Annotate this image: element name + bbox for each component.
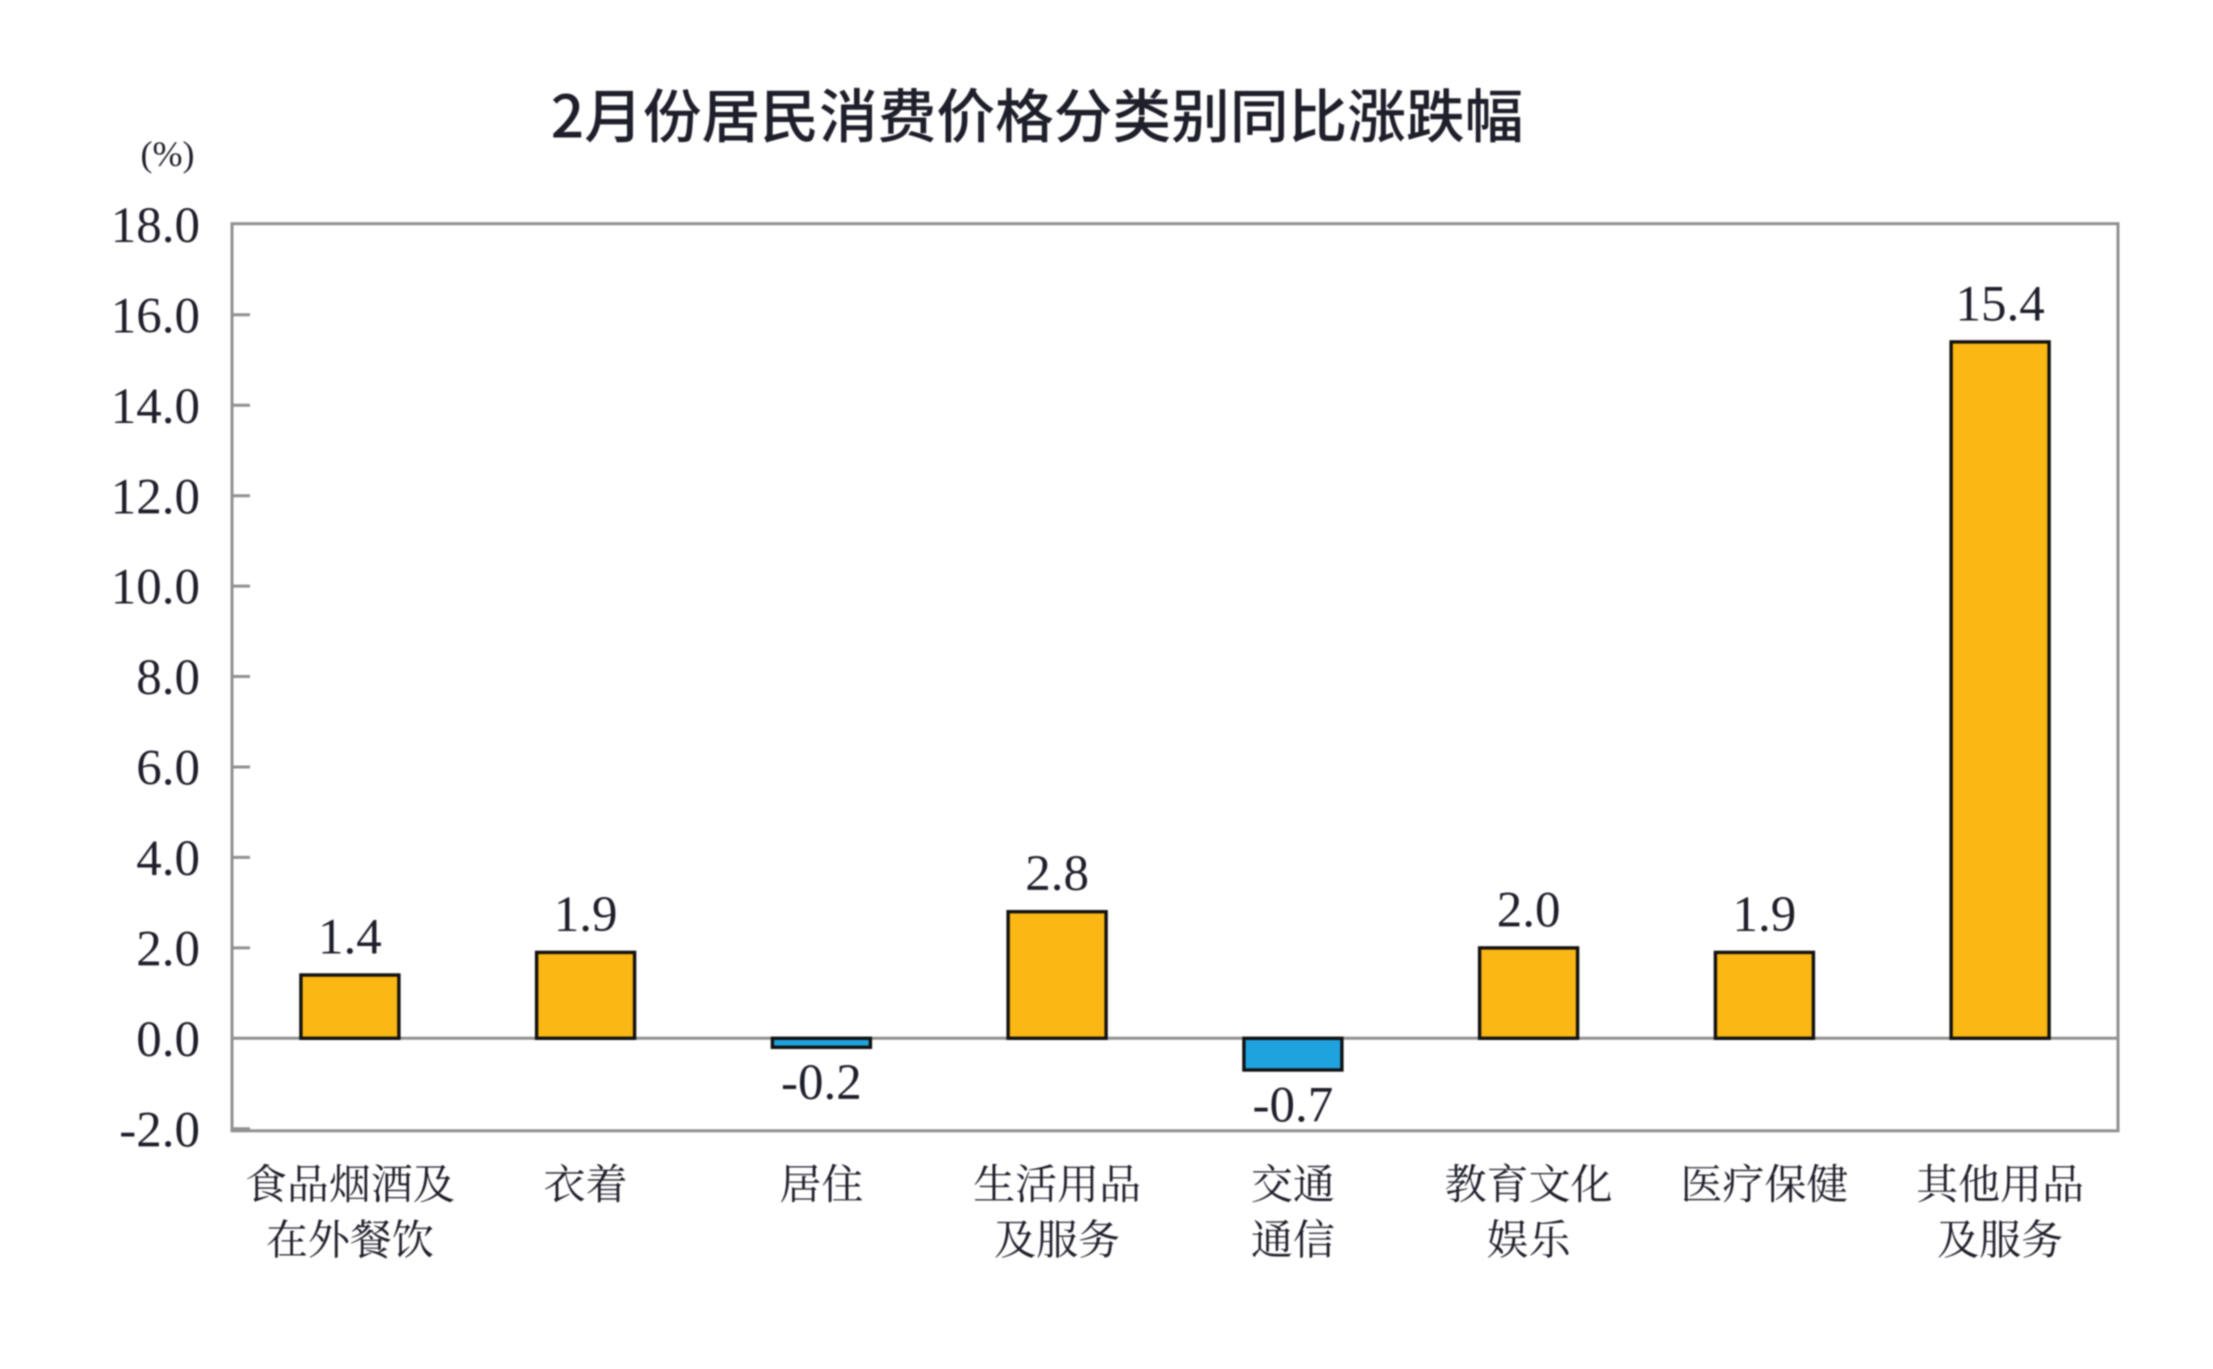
svg-text:-0.2: -0.2 [781, 1055, 862, 1111]
svg-text:12.0: 12.0 [111, 469, 200, 525]
svg-text:(%): (%) [141, 134, 195, 174]
svg-text:2.8: 2.8 [1025, 846, 1089, 902]
svg-text:1.4: 1.4 [318, 910, 382, 966]
svg-text:14.0: 14.0 [111, 379, 200, 435]
svg-text:2.0: 2.0 [136, 922, 200, 978]
svg-text:2.0: 2.0 [1497, 882, 1561, 938]
svg-text:16.0: 16.0 [111, 288, 200, 344]
svg-text:4.0: 4.0 [136, 831, 200, 887]
svg-text:1.9: 1.9 [554, 887, 618, 943]
svg-text:-2.0: -2.0 [119, 1102, 200, 1158]
svg-text:6.0: 6.0 [136, 741, 200, 797]
svg-text:8.0: 8.0 [136, 650, 200, 706]
svg-text:-0.7: -0.7 [1253, 1078, 1334, 1134]
svg-text:0.0: 0.0 [136, 1012, 200, 1068]
svg-text:10.0: 10.0 [111, 560, 200, 616]
svg-text:1.9: 1.9 [1733, 887, 1797, 943]
svg-text:18.0: 18.0 [111, 198, 200, 254]
svg-text:15.4: 15.4 [1955, 276, 2044, 332]
